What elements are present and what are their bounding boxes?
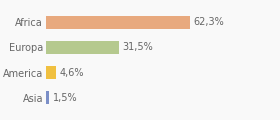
Bar — [46, 66, 57, 79]
Bar — [46, 91, 49, 104]
Text: 1,5%: 1,5% — [53, 93, 77, 103]
Text: 31,5%: 31,5% — [122, 42, 153, 52]
Text: 62,3%: 62,3% — [193, 17, 224, 27]
Text: 4,6%: 4,6% — [60, 68, 85, 78]
Bar — [46, 16, 190, 29]
Bar — [46, 41, 119, 54]
